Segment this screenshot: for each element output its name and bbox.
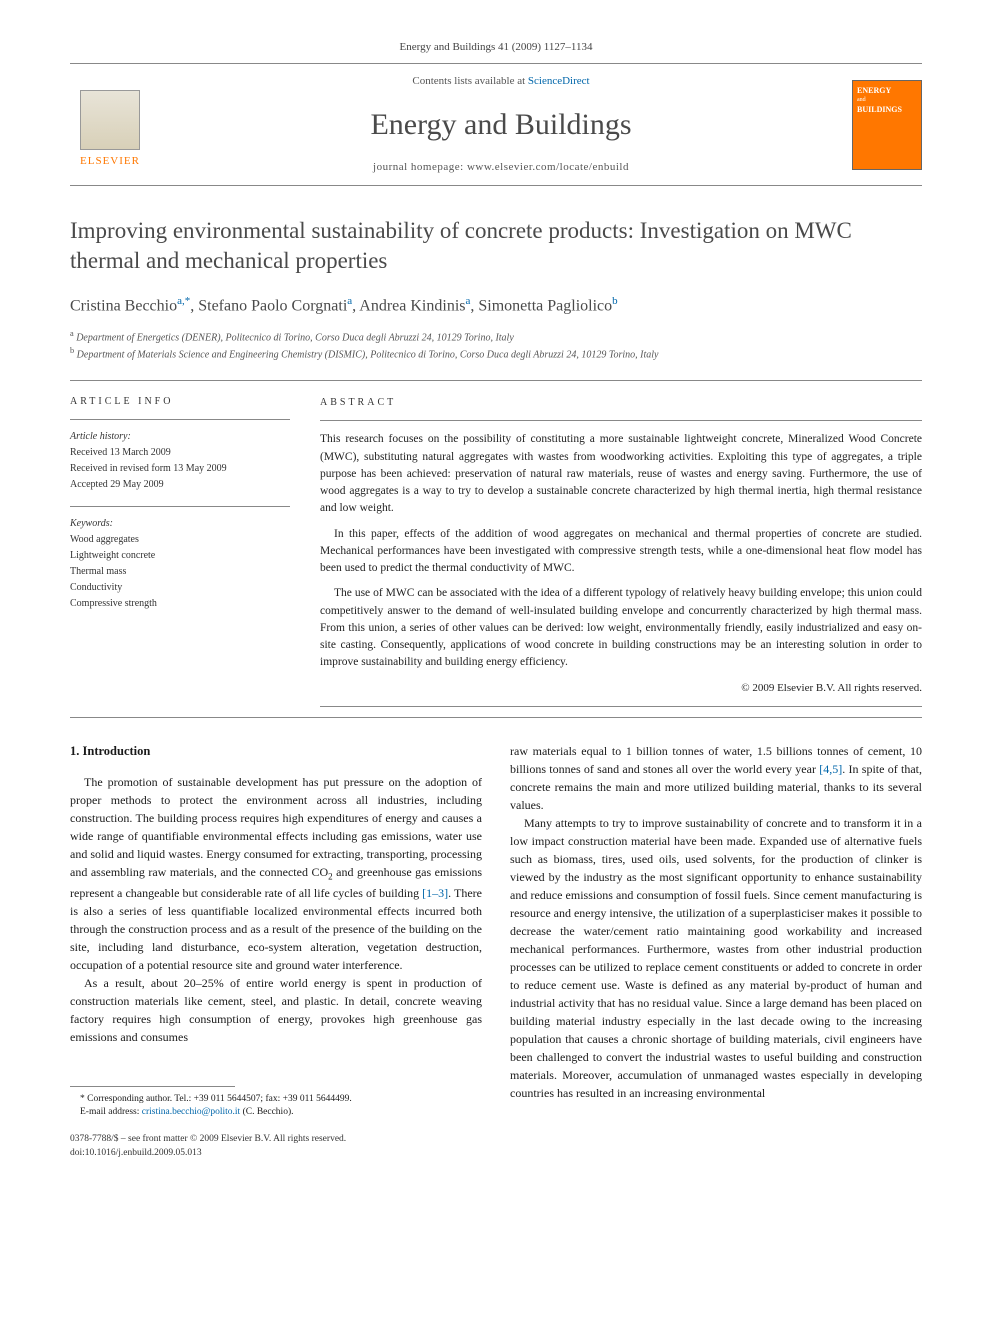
email-label: E-mail address: — [80, 1107, 142, 1117]
author[interactable]: Andrea Kindinis — [359, 297, 465, 314]
date-accepted: Accepted 29 May 2009 — [70, 478, 290, 492]
footnotes: * Corresponding author. Tel.: +39 011 56… — [70, 1093, 482, 1120]
corresponding-marker[interactable]: * — [185, 295, 191, 307]
sciencedirect-link[interactable]: ScienceDirect — [528, 75, 590, 87]
doi-line[interactable]: doi:10.1016/j.enbuild.2009.05.013 — [70, 1147, 922, 1160]
email-note: E-mail address: cristina.becchio@polito.… — [70, 1106, 482, 1119]
body-text: 1. Introduction The promotion of sustain… — [70, 742, 922, 1119]
author-affil-marker[interactable]: a — [465, 295, 470, 307]
article-info-label: ARTICLE INFO — [70, 395, 290, 409]
author[interactable]: Stefano Paolo Corgnati — [198, 297, 347, 314]
body-paragraph: The promotion of sustainable development… — [70, 773, 482, 974]
author[interactable]: Simonetta Pagliolico — [478, 297, 612, 314]
abstract-paragraph: In this paper, effects of the addition o… — [320, 526, 922, 578]
divider — [70, 506, 290, 507]
affiliations: a Department of Energetics (DENER), Poli… — [70, 328, 922, 363]
section-heading: 1. Introduction — [70, 742, 482, 761]
cover-line2: BUILDINGS — [857, 104, 917, 115]
body-paragraph: Many attempts to try to improve sustaina… — [510, 814, 922, 1102]
affil-key: b — [70, 346, 74, 355]
masthead: ELSEVIER Contents lists available at Sci… — [70, 63, 922, 186]
journal-name: Energy and Buildings — [150, 104, 852, 146]
abstract-paragraph: This research focuses on the possibility… — [320, 431, 922, 517]
footer-metadata: 0378-7788/$ – see front matter © 2009 El… — [70, 1133, 922, 1160]
corresponding-author-note: * Corresponding author. Tel.: +39 011 56… — [70, 1093, 482, 1106]
keywords-label: Keywords: — [70, 517, 290, 531]
article-info-block: ARTICLE INFO Article history: Received 1… — [70, 395, 290, 707]
keyword: Lightweight concrete — [70, 549, 290, 563]
journal-cover-thumbnail: ENERGY and BUILDINGS — [852, 80, 922, 170]
author-list: Cristina Becchioa,*, Stefano Paolo Corgn… — [70, 294, 922, 318]
keyword: Wood aggregates — [70, 533, 290, 547]
author[interactable]: Cristina Becchio — [70, 297, 177, 314]
citation-link[interactable]: [1–3] — [422, 886, 448, 900]
keyword: Conductivity — [70, 581, 290, 595]
footnote-separator — [70, 1086, 235, 1087]
divider — [70, 717, 922, 718]
affiliation-text: Department of Energetics (DENER), Polite… — [76, 332, 514, 343]
divider — [70, 419, 290, 420]
abstract-block: ABSTRACT This research focuses on the po… — [320, 395, 922, 707]
article-title: Improving environmental sustainability o… — [70, 216, 922, 276]
affiliation-text: Department of Materials Science and Engi… — [77, 349, 659, 360]
keyword: Thermal mass — [70, 565, 290, 579]
divider — [70, 380, 922, 381]
divider — [320, 420, 922, 421]
cover-line1: ENERGY — [857, 85, 917, 96]
affil-key: a — [70, 329, 74, 338]
author-affil-marker[interactable]: a — [347, 295, 352, 307]
publisher-name: ELSEVIER — [80, 154, 140, 169]
author-affil-marker[interactable]: b — [612, 295, 618, 307]
body-paragraph: As a result, about 20–25% of entire worl… — [70, 974, 482, 1046]
email-link[interactable]: cristina.becchio@polito.it — [142, 1107, 240, 1117]
keyword: Compressive strength — [70, 597, 290, 611]
left-column: 1. Introduction The promotion of sustain… — [70, 742, 482, 1119]
homepage-url[interactable]: www.elsevier.com/locate/enbuild — [467, 161, 629, 173]
date-revised: Received in revised form 13 May 2009 — [70, 462, 290, 476]
contents-prefix: Contents lists available at — [412, 75, 527, 87]
abstract-label: ABSTRACT — [320, 395, 922, 410]
abstract-copyright: © 2009 Elsevier B.V. All rights reserved… — [320, 680, 922, 697]
divider — [320, 706, 922, 707]
citation-link[interactable]: [4,5] — [819, 762, 842, 776]
journal-homepage: journal homepage: www.elsevier.com/locat… — [150, 160, 852, 175]
history-label: Article history: — [70, 430, 290, 444]
author-affil-marker[interactable]: a, — [177, 295, 185, 307]
abstract-paragraph: The use of MWC can be associated with th… — [320, 585, 922, 671]
running-header: Energy and Buildings 41 (2009) 1127–1134 — [70, 40, 922, 55]
elsevier-tree-icon — [80, 90, 140, 150]
email-suffix: (C. Becchio). — [240, 1107, 293, 1117]
body-paragraph: raw materials equal to 1 billion tonnes … — [510, 742, 922, 814]
date-received: Received 13 March 2009 — [70, 446, 290, 460]
contents-list-line: Contents lists available at ScienceDirec… — [150, 74, 852, 89]
body-text-run: The promotion of sustainable development… — [70, 775, 482, 879]
issn-line: 0378-7788/$ – see front matter © 2009 El… — [70, 1133, 922, 1146]
publisher-logo: ELSEVIER — [70, 80, 150, 170]
right-column: raw materials equal to 1 billion tonnes … — [510, 742, 922, 1119]
homepage-prefix: journal homepage: — [373, 161, 467, 173]
